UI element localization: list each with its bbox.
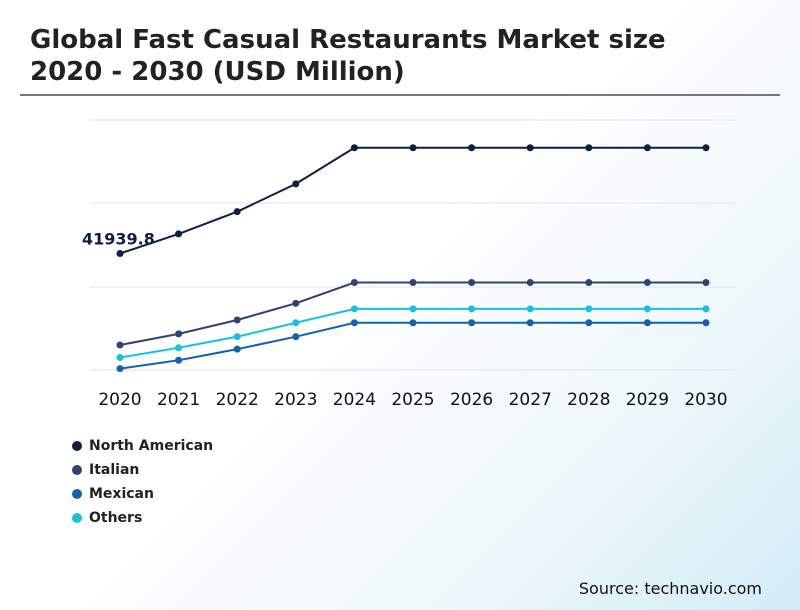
- data-point: [233, 345, 241, 353]
- x-tick-label: 2020: [98, 390, 141, 410]
- data-point: [175, 356, 183, 364]
- data-point: [350, 305, 358, 313]
- title-divider: [20, 94, 780, 96]
- data-point: [702, 144, 710, 152]
- data-point: [468, 319, 476, 327]
- data-point: [350, 144, 358, 152]
- data-point: [526, 144, 534, 152]
- data-point: [175, 230, 183, 238]
- legend-item-others: Others: [72, 506, 213, 530]
- data-point: [175, 344, 183, 352]
- data-point: [585, 319, 593, 327]
- legend-label: Italian: [89, 462, 140, 478]
- legend-item-north-american: North American: [72, 434, 213, 458]
- legend-label: North American: [89, 438, 214, 454]
- x-tick-label: 2029: [626, 390, 669, 410]
- data-point: [175, 330, 183, 338]
- data-point: [702, 305, 710, 313]
- data-point: [233, 208, 241, 216]
- data-point: [292, 299, 300, 307]
- series-line: [119, 321, 706, 370]
- data-point: [585, 305, 593, 313]
- legend-item-mexican: Mexican: [72, 482, 213, 506]
- x-tick-label: 2028: [567, 390, 610, 410]
- series-line: [119, 146, 706, 255]
- data-point: [409, 279, 417, 286]
- data-point: [643, 319, 651, 327]
- chart-title: Global Fast Casual Restaurants Market si…: [30, 25, 666, 87]
- x-tick-label: 2026: [450, 390, 493, 410]
- x-tick-label: 2025: [391, 390, 434, 410]
- data-point: [409, 319, 417, 327]
- data-point: [526, 305, 534, 313]
- data-label: 41939.8: [82, 230, 155, 249]
- data-point: [526, 319, 534, 327]
- data-point: [409, 144, 417, 152]
- data-point: [116, 354, 124, 361]
- data-point: [468, 144, 476, 152]
- legend-label: Others: [89, 510, 143, 526]
- legend-marker: [72, 441, 82, 451]
- legend-marker: [72, 489, 82, 499]
- data-point: [702, 279, 710, 286]
- x-tick-label: 2023: [274, 390, 317, 410]
- series-line: [119, 281, 706, 346]
- data-point: [643, 305, 651, 313]
- legend: North American Italian Mexican Others: [72, 434, 213, 530]
- data-point: [585, 279, 593, 286]
- data-point: [526, 279, 534, 286]
- data-point: [116, 365, 124, 373]
- x-tick-label: 2022: [216, 390, 259, 410]
- data-point: [409, 305, 417, 313]
- data-point: [292, 333, 300, 341]
- series-line: [119, 307, 706, 359]
- data-point: [233, 333, 241, 341]
- data-point: [585, 144, 593, 152]
- data-point: [350, 279, 358, 286]
- x-tick-label: 2030: [684, 390, 727, 410]
- x-tick-label: 2024: [333, 390, 376, 410]
- x-tick-label: 2027: [509, 390, 552, 410]
- data-point: [350, 319, 358, 327]
- data-point: [702, 319, 710, 327]
- data-point: [468, 305, 476, 313]
- data-point: [233, 316, 241, 324]
- data-point: [643, 144, 651, 152]
- x-tick-label: 2021: [157, 390, 200, 410]
- data-point: [116, 250, 124, 258]
- legend-item-italian: Italian: [72, 458, 213, 482]
- legend-marker: [72, 465, 82, 475]
- data-point: [116, 341, 124, 349]
- legend-label: Mexican: [89, 486, 154, 502]
- source-credit: Source: technavio.com: [578, 579, 762, 598]
- data-point: [292, 180, 300, 188]
- data-point: [643, 279, 651, 286]
- legend-marker: [72, 513, 82, 523]
- data-point: [468, 279, 476, 286]
- data-point: [292, 319, 300, 327]
